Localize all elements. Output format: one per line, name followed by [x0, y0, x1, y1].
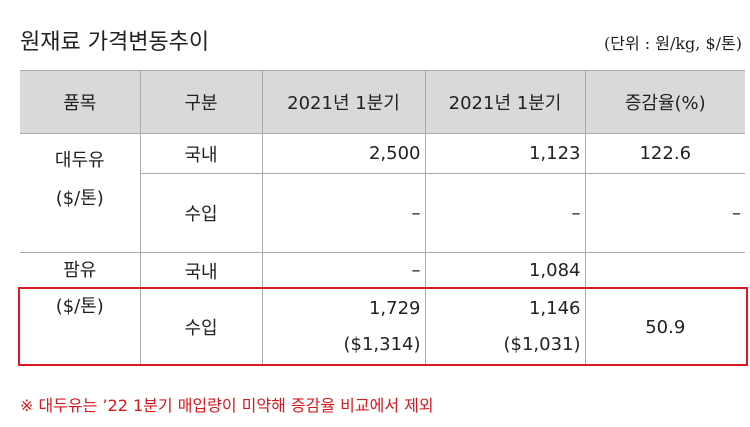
unit: (단위 : 원/kg, $/톤): [604, 34, 742, 53]
value: 1,146: [528, 298, 581, 319]
cell: –: [261, 173, 426, 253]
cell: 수입: [140, 173, 263, 253]
cell: 2,500: [261, 133, 426, 174]
header-cell: 구분: [139, 70, 263, 134]
header-row: 품목 구분 2021년 1분기 2021년 1분기 증감율(%): [20, 70, 745, 134]
cell: –: [424, 173, 586, 253]
cell: –: [261, 252, 426, 289]
value-usd: ($1,031): [503, 334, 581, 355]
cell: 50.9: [584, 288, 745, 366]
cell: 122.6: [584, 133, 745, 174]
price-table: 품목 구분 2021년 1분기 2021년 1분기 증감율(%) 대두유 ($/톤…: [20, 70, 745, 366]
cell: 1,084: [424, 252, 586, 289]
header-cell: 2021년 1분기: [261, 70, 426, 134]
cell: 1,123: [424, 133, 586, 174]
header-cell: 품목: [20, 70, 141, 134]
item-cell: 팜유 ($/톤): [20, 252, 141, 366]
highlight-box: [18, 287, 748, 366]
footnote: ※ 대두유는 ’22 1분기 매입량이 미약해 증감율 비교에서 제외: [20, 396, 434, 415]
row: 수입 1,729 ($1,314) 1,146 ($1,031) 50.9: [20, 288, 745, 366]
item-cell: 대두유 ($/톤): [20, 133, 141, 253]
header-cell: 2021년 1분기: [424, 70, 586, 134]
cell: 국내: [139, 252, 263, 289]
row: 대두유 ($/톤) 국내 2,500 1,123 122.6: [20, 133, 745, 253]
value-usd: ($1,314): [343, 334, 421, 355]
row: 팜유 ($/톤) 국내 – 1,084: [20, 252, 745, 366]
cell: –: [584, 173, 745, 253]
header-cell: 증감율(%): [584, 70, 745, 134]
cell: 1,146 ($1,031): [424, 288, 586, 366]
row: 수입 – – –: [20, 173, 745, 253]
item: 대두유: [54, 150, 105, 171]
title: 원재료 가격변동추이: [20, 30, 210, 55]
item-unit: ($/톤): [55, 188, 104, 209]
value: 1,729: [368, 298, 421, 319]
item: 팜유: [63, 260, 97, 281]
item-unit: ($/톤): [55, 296, 104, 317]
cell: 국내: [139, 133, 263, 174]
cell: [584, 252, 745, 289]
